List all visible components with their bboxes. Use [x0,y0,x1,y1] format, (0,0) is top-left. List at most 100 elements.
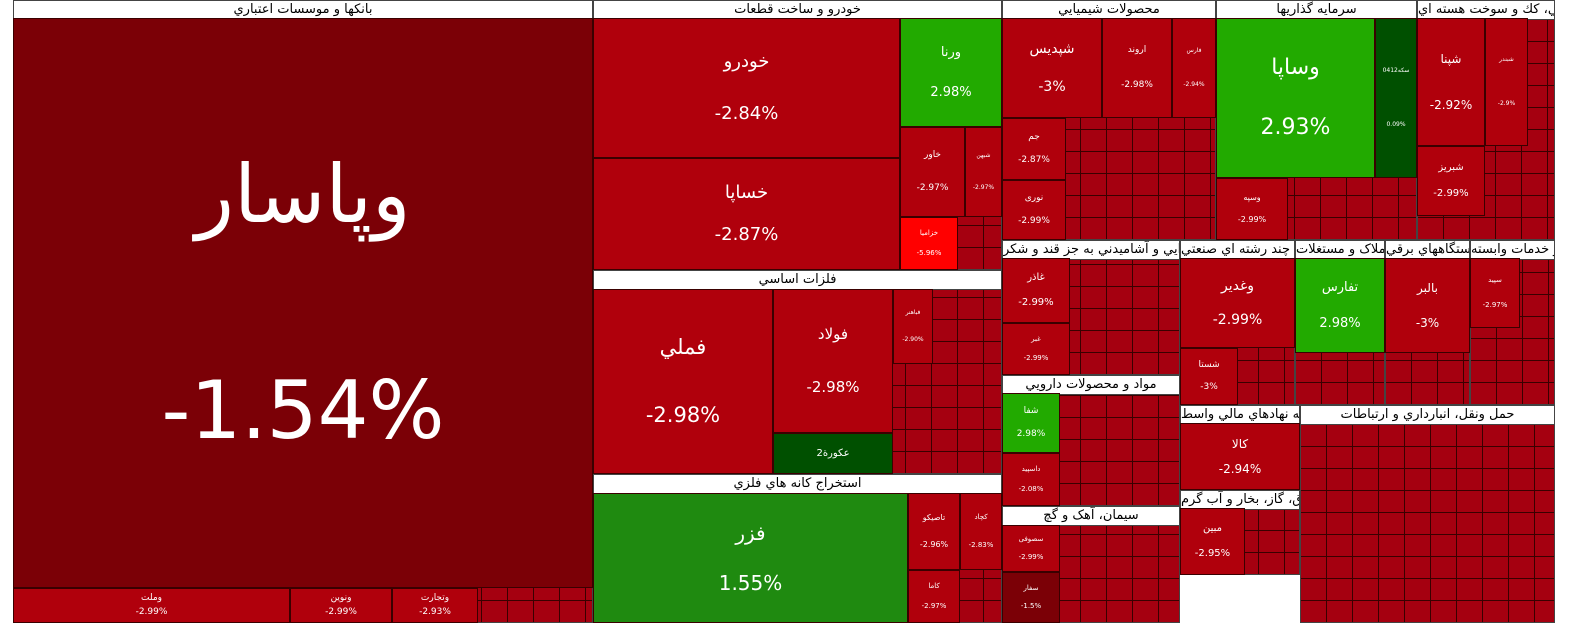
stock-name: شبهن [976,152,991,160]
stock-tile[interactable]: سکه0412 0.09% [1375,18,1417,178]
stock-name: کالا [1231,436,1249,451]
stock-tile[interactable]: سفار -1.5% [1002,572,1060,623]
stock-change: -2.98% [806,377,860,396]
stock-name: اروند [1127,44,1147,55]
stock-change: -2.99% [325,607,357,617]
stock-change: -2.99% [1237,215,1267,225]
stock-tile[interactable]: وغدیر -2.99% [1180,258,1295,348]
stock-name: شستا [1198,360,1220,371]
stock-change: -2.96% [919,540,949,550]
stock-change: -2.99% [135,607,168,617]
stock-change: -2.87% [714,224,779,246]
stock-tile[interactable]: فارس -2.94% [1172,18,1216,118]
stock-tile[interactable]: سپید -2.97% [1470,258,1520,328]
sector-title: محصولات شيميايي [1003,1,1215,20]
stock-tile[interactable]: فملي -2.98% [593,289,773,474]
stock-tile[interactable]: داسپید -2.08% [1002,453,1060,506]
stock-tile[interactable]: تاصیکو -2.96% [908,493,960,570]
stock-tile[interactable]: وسپه -2.99% [1216,178,1288,240]
stock-change: -2.94% [1183,81,1205,89]
stock-name: وملت [141,593,162,603]
stock-tile[interactable]: خساپا -2.87% [593,158,900,270]
stock-tile[interactable]: کاما -2.97% [908,570,960,623]
stock-change: 2.98% [930,85,972,100]
stock-tile[interactable]: ورنا 2.98% [900,18,1002,127]
stock-change: -2.83% [968,540,994,549]
stock-change: -3% [1200,381,1218,392]
stock-name: سکه0412 [1382,66,1410,74]
stock-tile[interactable]: سصوفی -2.99% [1002,525,1060,572]
stock-tile[interactable]: غبر -2.99% [1002,323,1070,375]
stock-tile[interactable]: وساپا 2.93% [1216,18,1375,178]
stock-name: خساپا [724,181,769,203]
stock-change: -2.99% [1212,312,1263,328]
stock-tile[interactable]: شپدیس -3% [1002,18,1102,118]
stock-change: -2.90% [902,335,924,343]
stock-tile[interactable]: مبین -2.95% [1180,508,1245,575]
stock-name: وتجارت [420,593,450,603]
stock-name: خزامیا [919,229,939,238]
stock-name: نوری [1024,193,1044,204]
sector-title: فرآورده هاي نفتي، كك و سوخت هسته اي [1418,1,1554,20]
stock-name: شپدیس [1029,41,1075,58]
stock-change: -2.98% [1121,80,1153,91]
stock-tile[interactable]: خاور -2.97% [900,127,965,217]
stock-change: -2.94% [1218,462,1262,477]
stock-tile[interactable]: شبندر -2.9% [1485,18,1528,146]
sector-title: استخراج کانه هاي فلزي [594,475,1001,494]
stock-change: -2.97% [921,601,947,610]
stock-change: -2.84% [714,103,779,124]
stock-tile[interactable]: شفا 2.98% [1002,393,1060,453]
stock-tile[interactable]: بالبر -3% [1385,258,1470,353]
stock-tile[interactable]: فولاد -2.98% [773,289,893,433]
stock-change: -2.95% [1194,548,1231,559]
stock-tile[interactable]: شپنا -2.92% [1417,18,1485,146]
sector-title: زراعت و خدمات وابسته [1471,241,1554,260]
stock-tile[interactable]: عکورة2 [773,433,893,474]
stock-change: 2.93% [1260,115,1331,140]
stock-name: عکورة2 [816,447,850,459]
stock-tile[interactable]: وتجارت -2.93% [392,588,478,623]
stock-tile[interactable]: شستا -3% [1180,348,1238,405]
stock-tile[interactable]: تفارس 2.98% [1295,258,1385,353]
stock-change: -3% [1038,78,1066,95]
stock-tile[interactable]: وملت -2.99% [13,588,290,623]
stock-tile[interactable]: شبریز -2.99% [1417,146,1485,216]
stock-name: سفار [1023,583,1039,592]
stock-name: وسپه [1243,192,1261,202]
stock-change: 1.55% [718,570,783,595]
stock-tile[interactable]: غاذر -2.99% [1002,258,1070,323]
sector-title: مواد و محصولات دارويي [1003,376,1179,395]
stock-change: -2.93% [419,607,451,617]
stock-change: -2.99% [1433,188,1469,199]
stock-name: داسپید [1021,465,1041,474]
stock-name: شبریز [1438,162,1464,173]
stock-tile[interactable]: ونوین -2.99% [290,588,392,623]
stock-name: جم [1028,132,1040,142]
stock-tile[interactable]: اروند -2.98% [1102,18,1172,118]
stock-name: شپنا [1440,52,1462,66]
stock-tile[interactable]: شبهن -2.97% [965,127,1002,217]
stock-tile[interactable]: فباهنر -2.90% [893,289,933,364]
stock-tile[interactable]: جم -2.87% [1002,118,1066,180]
stock-name: فولاد [817,325,849,344]
stock-tile[interactable]: وپاسار -1.54% [13,18,593,588]
stock-tile[interactable]: خودرو -2.84% [593,18,900,158]
stock-name: خاور [924,150,941,161]
stock-name: سپید [1488,276,1502,284]
stock-tile[interactable]: کالا -2.94% [1180,423,1300,490]
stock-tile[interactable]: نوری -2.99% [1002,180,1066,240]
stock-name: وساپا [1271,55,1320,80]
stock-tile[interactable]: کچاد -2.83% [960,493,1002,570]
sector-title: انبوه سازی، املاک و مستغلات [1296,241,1384,260]
sector-title: سيمان، آهک و گچ [1003,507,1179,526]
stock-tile[interactable]: خزامیا -5.96% [900,217,958,270]
stock-name: تاصیکو [922,512,946,522]
stock-tile[interactable]: فزر 1.55% [593,493,908,623]
stock-change: -2.9% [1497,100,1516,107]
stock-name: غبر [1031,335,1041,343]
stock-change: 0.09% [1386,121,1406,129]
sector-title: محصولات غذايي و آشاميدني به جز قند و شکر [1003,241,1179,260]
stock-change: -5.96% [916,248,942,257]
